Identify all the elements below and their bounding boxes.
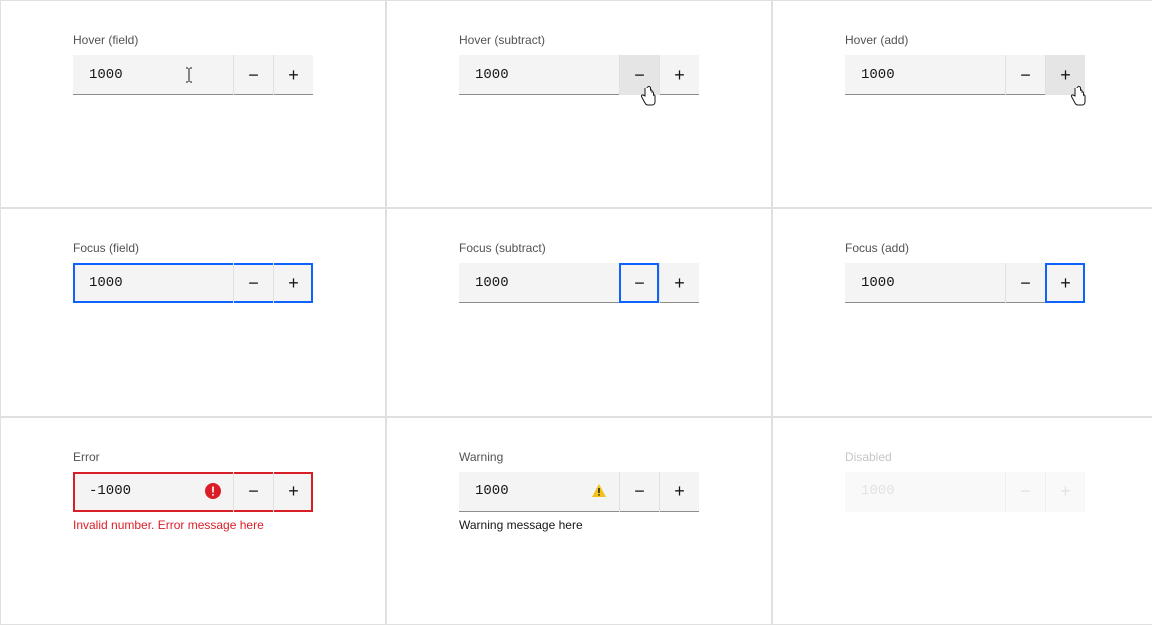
number-stepper: 1000 − +	[845, 263, 1085, 303]
cell-error: Error -1000 − + Invalid number. Error me…	[0, 417, 386, 625]
cell-focus-add: Focus (add) 1000 − +	[772, 208, 1152, 416]
cell-hover-field: Hover (field) 1000 − +	[0, 0, 386, 208]
add-button[interactable]: +	[659, 55, 699, 95]
state-label: Hover (subtract)	[459, 33, 699, 47]
stepper-value: 1000	[861, 275, 895, 291]
stepper-value: 1000	[89, 67, 123, 83]
state-label: Focus (add)	[845, 241, 1085, 255]
helper-text-error: Invalid number. Error message here	[73, 518, 313, 532]
stepper-input[interactable]: 1000	[73, 263, 233, 302]
state-label: Error	[73, 450, 313, 464]
cell-hover-subtract: Hover (subtract) 1000 − +	[386, 0, 772, 208]
minus-icon: −	[248, 481, 259, 502]
state-label: Focus (field)	[73, 241, 313, 255]
state-label: Hover (field)	[73, 33, 313, 47]
plus-icon: +	[674, 65, 685, 86]
subtract-button[interactable]: −	[233, 263, 273, 303]
stepper-value: -1000	[89, 483, 131, 499]
add-button: +	[1045, 472, 1085, 512]
stepper-input: 1000	[845, 472, 1005, 511]
stepper-input[interactable]: -1000	[73, 472, 233, 511]
subtract-button[interactable]: −	[233, 472, 273, 512]
pointer-cursor-icon	[638, 85, 658, 109]
stepper-value: 1000	[475, 67, 509, 83]
number-stepper: 1000 − +	[459, 472, 699, 512]
add-button[interactable]: +	[273, 55, 313, 95]
subtract-button[interactable]: −	[619, 55, 659, 95]
minus-icon: −	[1020, 481, 1031, 502]
add-button[interactable]: +	[1045, 55, 1085, 95]
error-icon	[205, 483, 221, 499]
add-button[interactable]: +	[273, 263, 313, 303]
stepper-input[interactable]: 1000	[459, 263, 619, 302]
add-button[interactable]: +	[273, 472, 313, 512]
number-stepper: 1000 − +	[73, 263, 313, 303]
minus-icon: −	[248, 273, 259, 294]
number-stepper: 1000 − +	[845, 472, 1085, 512]
minus-icon: −	[248, 65, 259, 86]
cell-hover-add: Hover (add) 1000 − +	[772, 0, 1152, 208]
cell-warning: Warning 1000 − + Warning message here	[386, 417, 772, 625]
subtract-button[interactable]: −	[619, 263, 659, 303]
plus-icon: +	[1060, 481, 1071, 502]
state-label: Disabled	[845, 450, 1085, 464]
stepper-input[interactable]: 1000	[845, 55, 1005, 94]
subtract-button[interactable]: −	[1005, 263, 1045, 303]
plus-icon: +	[288, 65, 299, 86]
stepper-input[interactable]: 1000	[845, 263, 1005, 302]
number-stepper: 1000 − +	[459, 263, 699, 303]
add-button[interactable]: +	[659, 263, 699, 303]
number-stepper: 1000 − +	[73, 55, 313, 95]
warning-icon	[591, 483, 607, 499]
minus-icon: −	[1020, 273, 1031, 294]
state-label: Focus (subtract)	[459, 241, 699, 255]
stepper-value: 1000	[861, 483, 895, 499]
stepper-input[interactable]: 1000	[459, 55, 619, 94]
cell-disabled: Disabled 1000 − +	[772, 417, 1152, 625]
states-grid: Hover (field) 1000 − + Hover (subtract) …	[0, 0, 1152, 625]
stepper-input[interactable]: 1000	[73, 55, 233, 94]
stepper-input[interactable]: 1000	[459, 472, 619, 511]
state-label: Hover (add)	[845, 33, 1085, 47]
add-button[interactable]: +	[1045, 263, 1085, 303]
subtract-button: −	[1005, 472, 1045, 512]
plus-icon: +	[674, 481, 685, 502]
number-stepper: -1000 − +	[73, 472, 313, 512]
minus-icon: −	[634, 273, 645, 294]
subtract-button[interactable]: −	[619, 472, 659, 512]
text-cursor-icon	[181, 67, 197, 83]
stepper-value: 1000	[861, 67, 895, 83]
plus-icon: +	[288, 273, 299, 294]
add-button[interactable]: +	[659, 472, 699, 512]
subtract-button[interactable]: −	[1005, 55, 1045, 95]
state-label: Warning	[459, 450, 699, 464]
pointer-cursor-icon	[1068, 85, 1088, 109]
plus-icon: +	[288, 481, 299, 502]
number-stepper: 1000 − +	[845, 55, 1085, 95]
subtract-button[interactable]: −	[233, 55, 273, 95]
cell-focus-subtract: Focus (subtract) 1000 − +	[386, 208, 772, 416]
plus-icon: +	[674, 273, 685, 294]
minus-icon: −	[634, 65, 645, 86]
minus-icon: −	[634, 481, 645, 502]
plus-icon: +	[1060, 65, 1071, 86]
cell-focus-field: Focus (field) 1000 − +	[0, 208, 386, 416]
helper-text-warning: Warning message here	[459, 518, 699, 532]
plus-icon: +	[1060, 273, 1071, 294]
stepper-value: 1000	[475, 275, 509, 291]
number-stepper: 1000 − +	[459, 55, 699, 95]
minus-icon: −	[1020, 65, 1031, 86]
stepper-value: 1000	[89, 275, 123, 291]
stepper-value: 1000	[475, 483, 509, 499]
